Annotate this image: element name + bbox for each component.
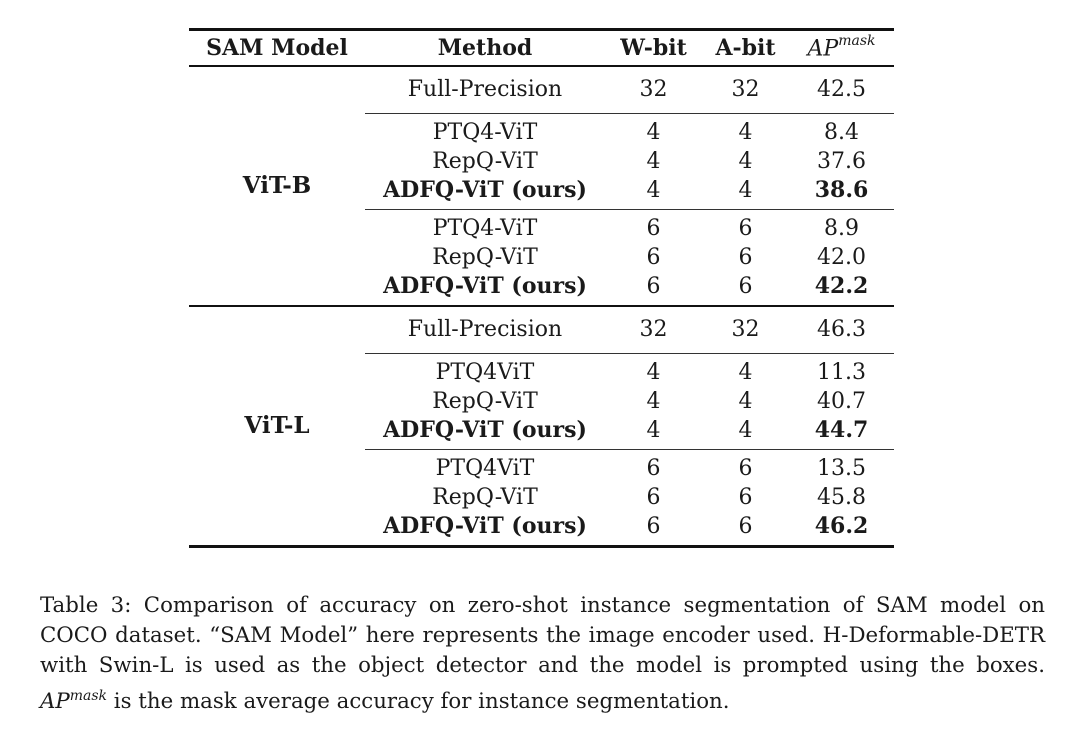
header-ap-sup: mask — [838, 32, 876, 49]
ap-cell: 8.4 — [789, 113, 894, 147]
method-cell: ADFQ-ViT (ours) — [383, 177, 587, 203]
ap-cell: 46.2 — [789, 512, 894, 548]
table-row: RepQ-ViT 6 6 45.8 — [189, 483, 894, 512]
table-row: ADFQ-ViT (ours) 4 4 38.6 — [189, 176, 894, 210]
method-cell: ADFQ-ViT (ours) — [383, 273, 587, 299]
table-row: RepQ-ViT 4 4 37.6 — [189, 147, 894, 176]
method-cell: PTQ4-ViT — [365, 113, 605, 147]
wbit-cell: 6 — [605, 512, 702, 548]
abit-cell: 6 — [702, 449, 789, 483]
ap-cell: 42.0 — [817, 245, 866, 270]
abit-cell: 6 — [702, 512, 789, 548]
wbit-cell: 6 — [605, 209, 702, 243]
header-abit: A-bit — [715, 35, 776, 61]
results-table-container: SAM Model Method W-bit A-bit APmask ViT-… — [189, 28, 894, 548]
method-cell: ADFQ-ViT (ours) — [365, 512, 605, 548]
wbit-cell: 6 — [605, 449, 702, 483]
abit-cell: 6 — [702, 209, 789, 243]
method-cell: Full-Precision — [407, 77, 563, 102]
ap-cell: 40.7 — [817, 389, 866, 414]
abit-cell: 32 — [731, 77, 760, 102]
abit-cell: 4 — [738, 178, 753, 203]
header-wbit: W-bit — [620, 35, 687, 61]
ap-cell: 46.3 — [789, 305, 894, 354]
wbit-cell: 6 — [646, 245, 661, 270]
table-row: PTQ4ViT 4 4 11.3 — [189, 353, 894, 387]
caption-text-part1: Table 3: Comparison of accuracy on zero-… — [40, 593, 1045, 678]
method-cell: RepQ-ViT — [432, 149, 538, 174]
ap-cell: 13.5 — [789, 449, 894, 483]
table-row: ADFQ-ViT (ours) 6 6 42.2 — [189, 272, 894, 306]
table-row: ADFQ-ViT (ours) 6 6 46.2 — [189, 512, 894, 548]
abit-cell: 4 — [738, 389, 753, 414]
wbit-cell: 6 — [646, 485, 661, 510]
method-cell: PTQ4-ViT — [365, 209, 605, 243]
ap-cell: 44.7 — [814, 417, 869, 443]
header-sam-model: SAM Model — [206, 35, 348, 61]
table-row: RepQ-ViT 6 6 42.0 — [189, 243, 894, 272]
caption-text-part2: is the mask average accuracy for instanc… — [107, 689, 730, 715]
wbit-cell: 4 — [646, 149, 661, 174]
method-cell: PTQ4ViT — [365, 353, 605, 387]
method-cell: Full-Precision — [365, 305, 605, 354]
method-cell: RepQ-ViT — [432, 389, 538, 414]
table-body: ViT-B Full-Precision 32 32 42.5 PTQ4-ViT 4 4 8.4… — [189, 66, 894, 548]
wbit-cell: 32 — [605, 305, 702, 354]
ap-cell: 37.6 — [817, 149, 866, 174]
ap-cell: 42.2 — [814, 273, 869, 299]
header-ap-base: AP — [807, 36, 839, 62]
ap-cell: 8.9 — [789, 209, 894, 243]
results-table: SAM Model Method W-bit A-bit APmask ViT-… — [189, 28, 894, 548]
table-row: RepQ-ViT 4 4 40.7 — [189, 387, 894, 416]
table-caption: Table 3: Comparison of accuracy on zero-… — [40, 591, 1045, 717]
ap-cell: 11.3 — [789, 353, 894, 387]
ap-cell: 38.6 — [814, 177, 869, 203]
wbit-cell: 32 — [639, 77, 668, 102]
wbit-cell: 4 — [605, 113, 702, 147]
ap-cell: 45.8 — [817, 485, 866, 510]
wbit-cell: 6 — [646, 274, 661, 299]
wbit-cell: 4 — [605, 353, 702, 387]
table-row: ADFQ-ViT (ours) 4 4 44.7 — [189, 416, 894, 450]
abit-cell: 6 — [738, 245, 753, 270]
abit-cell: 4 — [738, 418, 753, 443]
method-cell: RepQ-ViT — [432, 485, 538, 510]
header-method: Method — [437, 35, 533, 61]
abit-cell: 6 — [738, 485, 753, 510]
wbit-cell: 4 — [646, 389, 661, 414]
caption-ap-base: AP — [40, 689, 70, 715]
table-row: ViT-L Full-Precision 32 32 46.3 — [189, 305, 894, 548]
sam-model-cell: ViT-B — [242, 172, 312, 199]
abit-cell: 4 — [702, 353, 789, 387]
table-row: ViT-B Full-Precision 32 32 42.5 — [189, 66, 894, 199]
abit-cell: 32 — [702, 305, 789, 354]
caption-ap-sup: mask — [69, 688, 108, 704]
table-row: PTQ4-ViT 6 6 8.9 — [189, 209, 894, 243]
method-cell: ADFQ-ViT (ours) — [383, 417, 587, 443]
sam-model-cell: ViT-L — [189, 305, 365, 548]
method-cell: PTQ4ViT — [365, 449, 605, 483]
table-row: PTQ4ViT 6 6 13.5 — [189, 449, 894, 483]
table-header-row: SAM Model Method W-bit A-bit APmask — [189, 29, 894, 67]
abit-cell: 6 — [738, 274, 753, 299]
abit-cell: 4 — [702, 113, 789, 147]
wbit-cell: 4 — [646, 418, 661, 443]
ap-cell: 42.5 — [817, 77, 866, 102]
abit-cell: 4 — [738, 149, 753, 174]
wbit-cell: 4 — [646, 178, 661, 203]
method-cell: RepQ-ViT — [432, 245, 538, 270]
header-ap-mask: APmask — [789, 30, 894, 67]
table-row: PTQ4-ViT 4 4 8.4 — [189, 113, 894, 147]
